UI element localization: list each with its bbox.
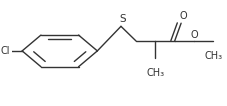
Text: O: O (189, 30, 197, 40)
Text: Cl: Cl (0, 46, 10, 56)
Text: CH₃: CH₃ (146, 68, 164, 78)
Text: CH₃: CH₃ (203, 51, 221, 61)
Text: O: O (178, 11, 186, 21)
Text: S: S (119, 14, 126, 24)
